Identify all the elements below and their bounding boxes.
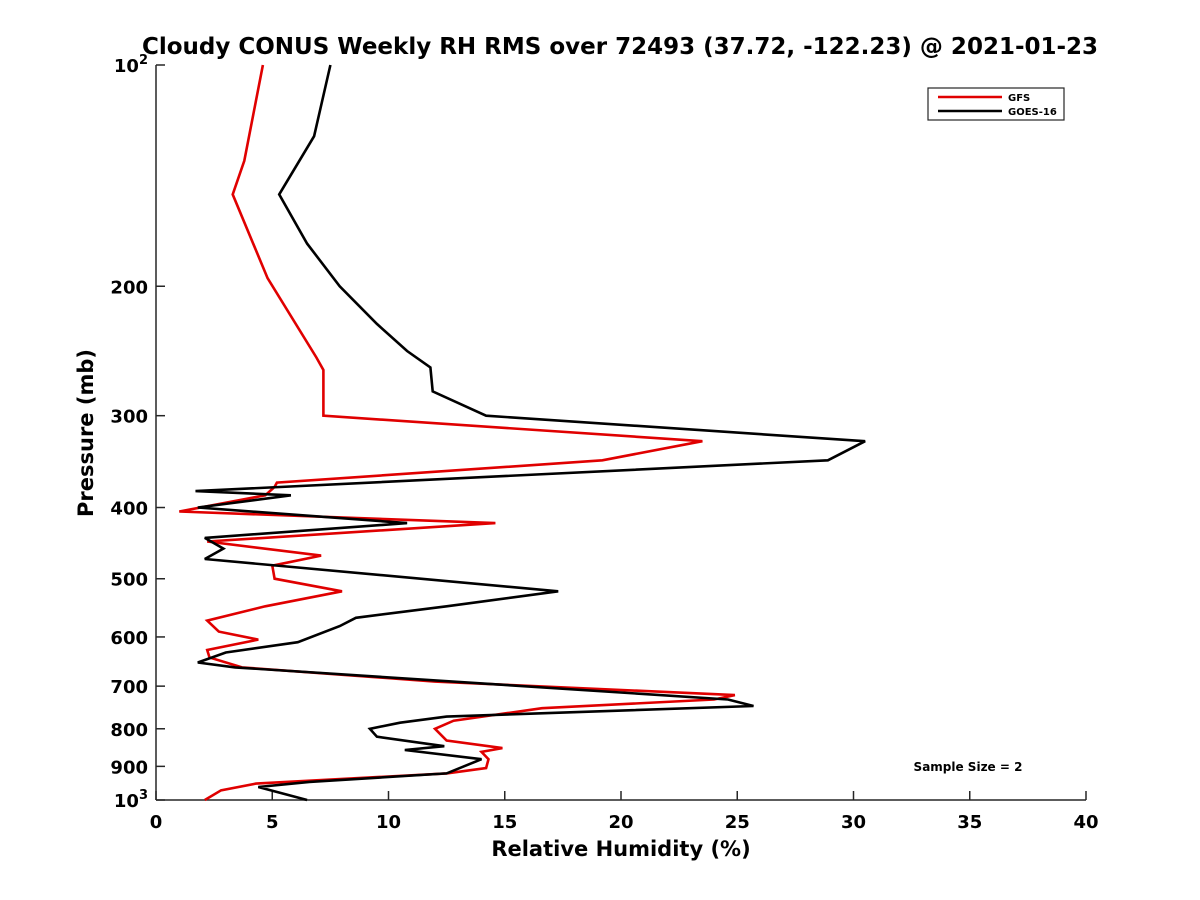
x-tick-label: 20 <box>608 812 633 833</box>
y-tick-label: 200 <box>110 277 148 298</box>
legend-box <box>927 87 1065 121</box>
x-tick-label: 15 <box>492 812 517 833</box>
series-line-goes-16 <box>195 64 866 802</box>
x-axis-label: Relative Humidity (%) <box>491 837 750 861</box>
y-tick-label: 102 <box>114 53 148 77</box>
x-tick-label: 10 <box>376 812 401 833</box>
x-tick-label: 0 <box>150 812 163 833</box>
y-tick-label: 400 <box>110 499 148 520</box>
legend-items: GFS GOES-16 <box>938 93 1057 118</box>
x-tick-label: 30 <box>841 812 866 833</box>
y-tick-label: 900 <box>110 757 148 778</box>
legend-label: GOES-16 <box>1008 107 1057 118</box>
x-tick-label: 35 <box>957 812 982 833</box>
y-tick-exponent: 3 <box>139 788 148 803</box>
y-tick-label: 300 <box>110 407 148 428</box>
legend: GFS GOES-16 <box>927 87 1065 121</box>
y-tick-exponent: 2 <box>139 53 148 68</box>
y-tick-label: 700 <box>110 677 148 698</box>
x-tick-label: 40 <box>1073 812 1098 833</box>
y-axis-label: Pressure (mb) <box>74 349 98 517</box>
y-tick-label: 600 <box>110 628 148 649</box>
y-tick-label: 800 <box>110 720 148 741</box>
series-layer <box>179 64 866 802</box>
y-tick-base: 10 <box>114 791 139 812</box>
y-tick-label: 500 <box>110 570 148 591</box>
x-axis-ticks: 0 5 10 15 20 25 30 35 40 <box>150 791 1099 833</box>
chart-title: Cloudy CONUS Weekly RH RMS over 72493 (3… <box>142 34 1098 60</box>
y-tick-label: 103 <box>114 788 148 812</box>
y-tick-base: 10 <box>114 56 139 77</box>
legend-label: GFS <box>1008 93 1030 104</box>
sample-size-annotation: Sample Size = 2 <box>914 760 1023 774</box>
x-tick-label: 5 <box>266 812 279 833</box>
series-line-gfs <box>179 64 736 802</box>
x-tick-label: 25 <box>725 812 750 833</box>
